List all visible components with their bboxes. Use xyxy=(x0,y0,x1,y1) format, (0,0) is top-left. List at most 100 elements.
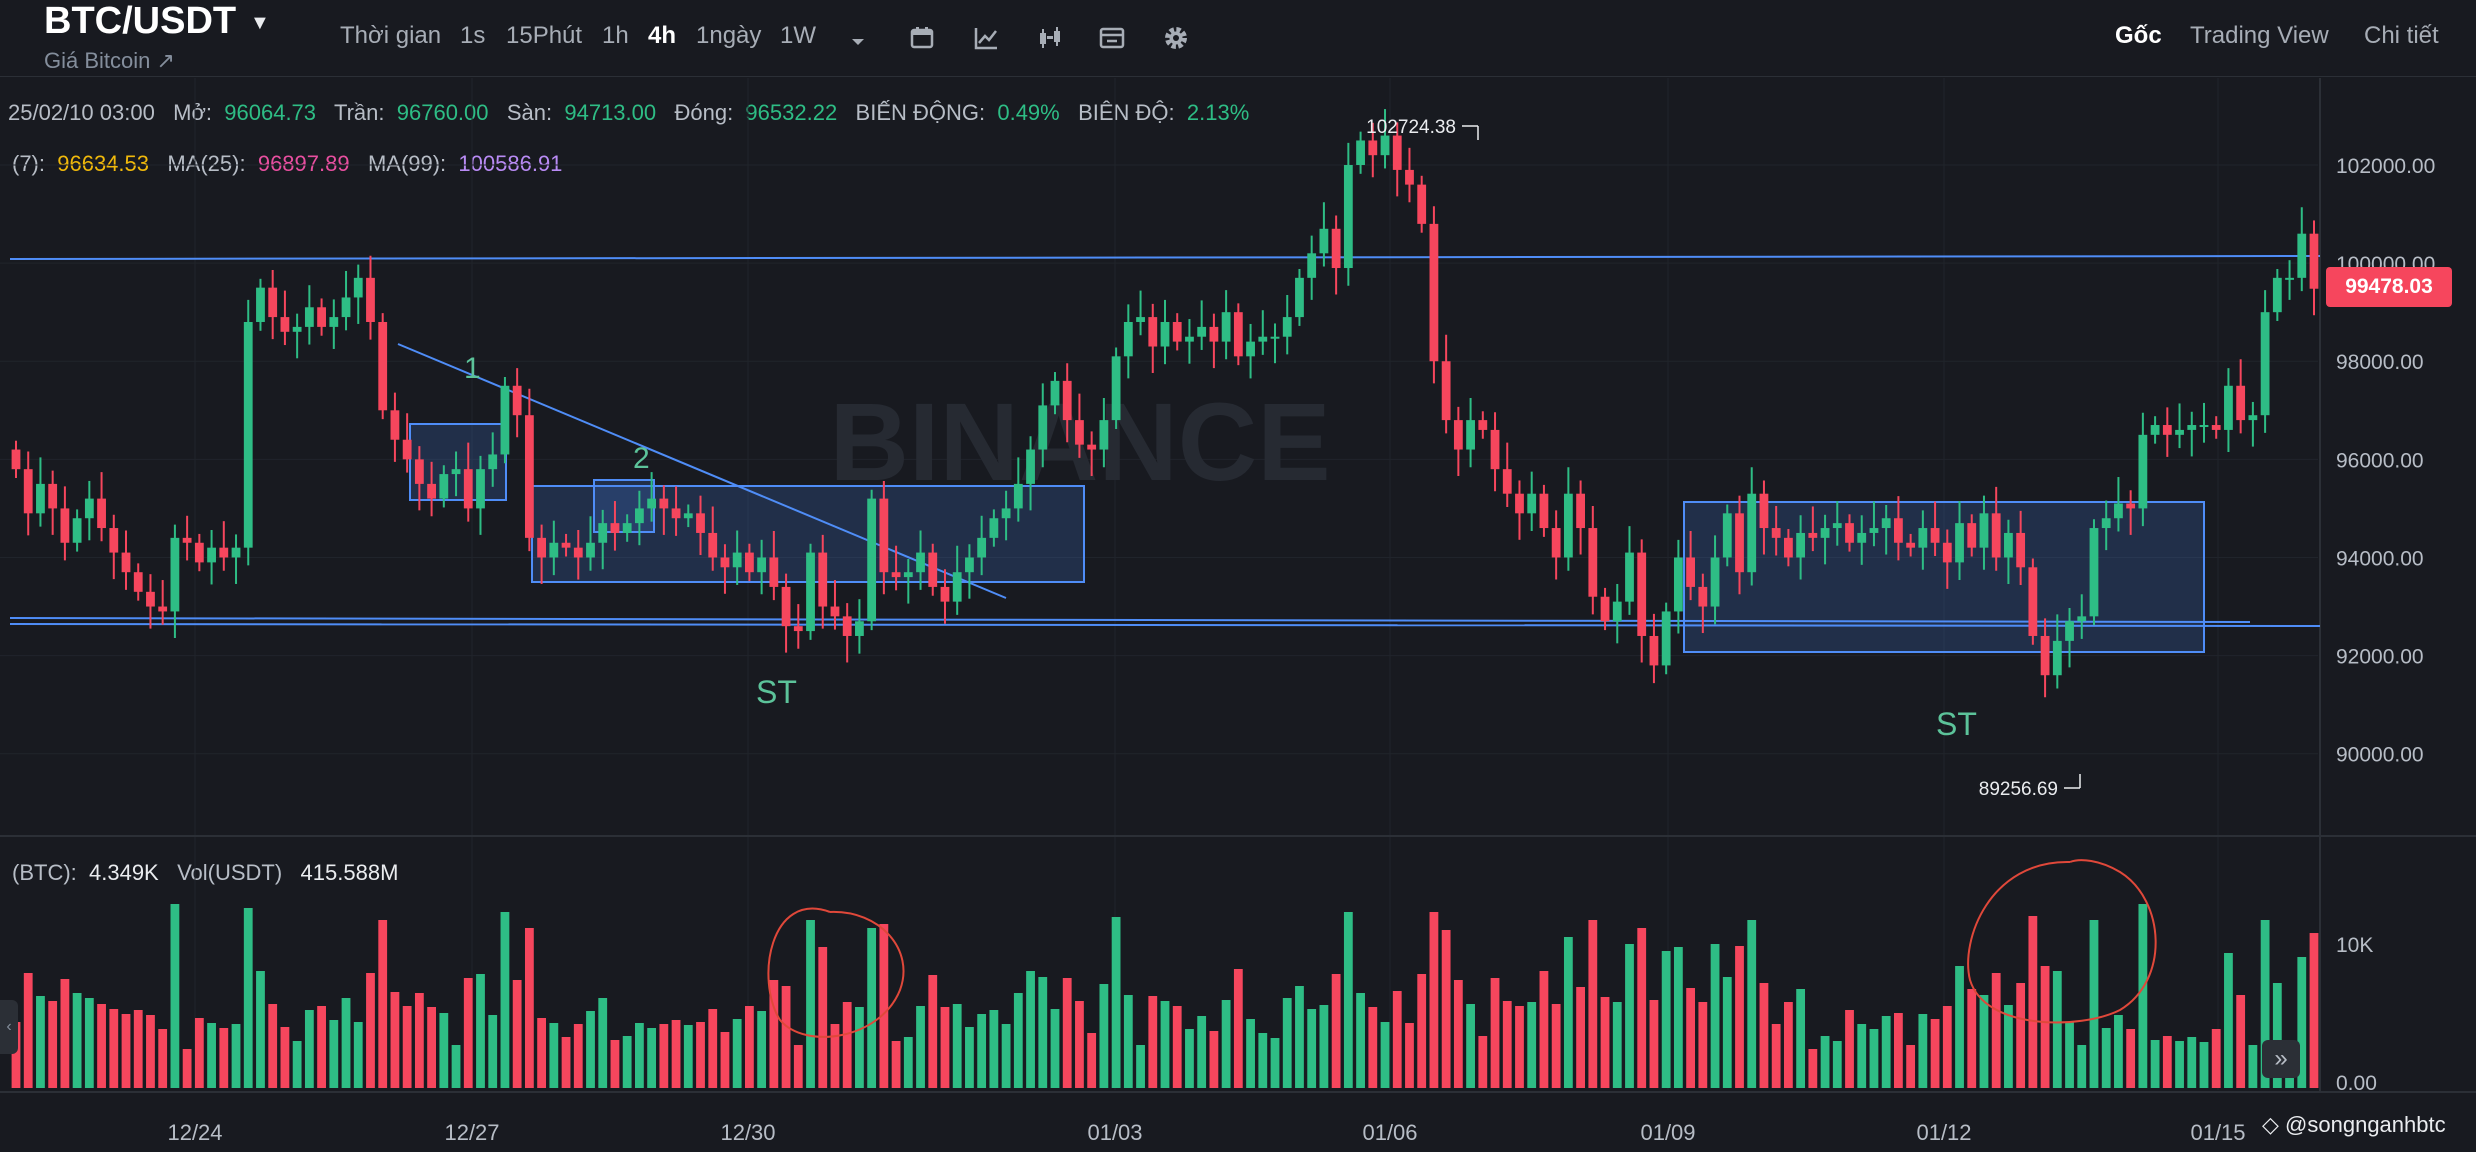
volume-bar xyxy=(524,928,534,1088)
indicator-icon[interactable] xyxy=(970,22,1002,54)
volume-bar xyxy=(402,1006,412,1088)
close-label: Đóng: xyxy=(674,100,734,125)
volume-bar xyxy=(1075,1001,1084,1088)
calendar-icon[interactable] xyxy=(906,22,938,54)
symbol-title[interactable]: BTC/USDT xyxy=(44,0,237,42)
candle-body xyxy=(97,498,106,529)
timeframe-1h[interactable]: 1h xyxy=(602,22,629,49)
more-timeframes-chevron-icon[interactable] xyxy=(842,26,874,58)
tab-original[interactable]: Gốc xyxy=(2115,22,2162,49)
volume-bar xyxy=(1392,991,1402,1088)
volume-bar xyxy=(512,980,522,1088)
candle-body xyxy=(1258,336,1268,342)
candle-body xyxy=(2175,429,2184,435)
candle-body xyxy=(586,542,595,558)
ma99-value: 100586.91 xyxy=(458,151,563,176)
candle-body xyxy=(903,572,913,578)
candle-body xyxy=(1673,557,1683,612)
volume-bar xyxy=(683,1025,693,1088)
volume-bar xyxy=(1233,969,1243,1088)
candle-body xyxy=(1686,557,1696,587)
candle-body xyxy=(879,498,889,573)
timeframe-1s[interactable]: 1s xyxy=(460,22,486,49)
timeframe-1d[interactable]: 1ngày xyxy=(696,22,762,49)
gear-icon[interactable] xyxy=(1160,22,1192,54)
candle-body xyxy=(2126,503,2136,509)
high-low-marks: 102724.38 89256.69 xyxy=(1366,117,2081,800)
candle-body xyxy=(1233,312,1243,357)
candle-body xyxy=(928,552,938,587)
volume-bar xyxy=(1502,1001,1512,1088)
candle-body xyxy=(1637,552,1647,636)
candle-body xyxy=(1857,532,1867,543)
time-tick-label: 12/24 xyxy=(167,1120,222,1145)
volume-bar xyxy=(1881,1016,1891,1088)
volume-bar xyxy=(696,1022,705,1088)
candle-body xyxy=(500,385,510,455)
candle-body xyxy=(659,498,669,509)
volume-bar xyxy=(891,1041,901,1088)
volume-bar xyxy=(1368,1007,1378,1088)
candle-body xyxy=(1478,420,1488,430)
volume-bar xyxy=(1380,1022,1390,1088)
candle-body xyxy=(989,518,999,538)
candle-body xyxy=(1991,513,2001,558)
volume-bar xyxy=(146,1015,155,1088)
candle-body xyxy=(573,547,583,558)
candle-body xyxy=(647,498,657,509)
candle-body xyxy=(1490,429,1500,470)
candle-body xyxy=(1955,523,1964,563)
low-mark-label: 89256.69 xyxy=(1979,779,2058,800)
high-label: Trần: xyxy=(333,100,385,125)
volume-bar xyxy=(2162,1036,2172,1088)
volume-bar xyxy=(977,1014,987,1088)
volume-bar xyxy=(1771,1024,1781,1088)
ma99-label: MA(99): xyxy=(367,151,447,176)
candle-body xyxy=(476,469,485,509)
timeframe-15m[interactable]: 15Phút xyxy=(506,22,583,49)
candle-body xyxy=(1331,228,1341,269)
candle-body xyxy=(1722,513,1732,558)
candle-body xyxy=(696,513,705,533)
candle-body xyxy=(781,586,791,627)
layout-icon[interactable] xyxy=(1096,22,1128,54)
candle-body xyxy=(329,317,339,327)
candle-body xyxy=(1429,223,1439,362)
candle-body xyxy=(1282,317,1292,337)
collapse-left-icon[interactable]: ‹ xyxy=(0,1000,18,1054)
volume-bar xyxy=(2077,1045,2087,1088)
volume-bar xyxy=(1649,1000,1659,1088)
volume-bar xyxy=(965,1027,974,1088)
tab-trading-view[interactable]: Trading View xyxy=(2190,22,2329,49)
candle-body xyxy=(1026,449,1035,484)
symbol-subtitle-link[interactable]: Giá Bitcoin ↗ xyxy=(44,48,175,73)
volume-bar xyxy=(1050,1009,1060,1088)
binance-logo-icon: ◇ xyxy=(2262,1112,2279,1137)
candle-body xyxy=(683,513,693,519)
volume-bar xyxy=(1832,1041,1842,1088)
candle-body xyxy=(977,537,987,558)
candles-icon[interactable] xyxy=(1034,22,1066,54)
chevron-down-icon[interactable]: ▼ xyxy=(250,12,270,34)
annotation-2: 2 xyxy=(633,442,650,475)
candle-body xyxy=(353,277,363,298)
volume-bar xyxy=(1796,989,1806,1088)
timeframe-4h[interactable]: 4h xyxy=(648,22,677,49)
volume-bar xyxy=(280,1027,290,1088)
tab-details[interactable]: Chi tiết xyxy=(2364,22,2439,49)
timeframe-1w[interactable]: 1W xyxy=(780,22,816,49)
candle-body xyxy=(842,616,852,636)
candle-body xyxy=(561,542,571,548)
price-tick-label: 96000.00 xyxy=(2336,449,2424,472)
volume-bar xyxy=(1331,974,1341,1088)
volume-bar xyxy=(1979,995,1989,1088)
candle-body xyxy=(84,498,94,519)
candle-body xyxy=(231,547,241,558)
time-tick-label: 01/09 xyxy=(1640,1120,1695,1145)
volume-bar xyxy=(48,1001,58,1088)
candle-body xyxy=(2052,640,2062,676)
scroll-to-latest-icon[interactable]: » xyxy=(2262,1040,2300,1078)
volume-bar xyxy=(1918,1014,1928,1088)
candle-body xyxy=(2236,385,2246,421)
